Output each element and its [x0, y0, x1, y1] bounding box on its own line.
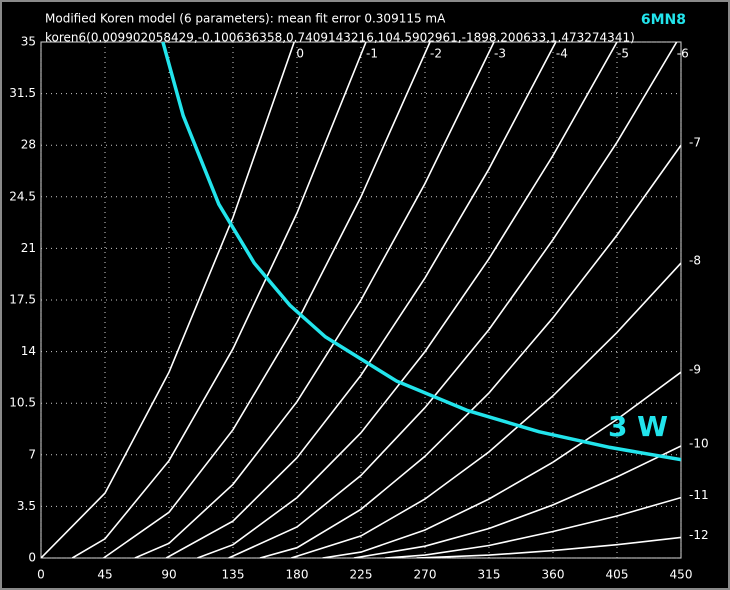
plate-curve [165, 42, 557, 558]
plate-curve [228, 42, 678, 558]
curve-label: -8 [689, 254, 701, 268]
curves [41, 42, 681, 558]
chart-subtitle: koren6(0.009902058429,-0.100636358,0.740… [45, 31, 635, 45]
labels: 0 3.5 7 10.5 14 17.5 21 24.5 28 31.5 35 0 45 90 135 180… [9, 35, 708, 582]
y-tick-label: 31.5 [9, 86, 36, 100]
curve-label: -7 [689, 136, 701, 150]
plate-curve [41, 42, 295, 558]
curve-label: -9 [689, 363, 701, 377]
x-tick-label: 0 [37, 568, 45, 582]
curve-label: 0 [296, 47, 304, 61]
curve-label: -11 [689, 488, 709, 502]
plate-curve [134, 42, 495, 558]
plate-curve [71, 42, 367, 558]
plate-curve [197, 42, 618, 558]
y-tick-label: 35 [21, 35, 36, 49]
y-tick-label: 7 [28, 447, 36, 461]
curve-label: -3 [494, 47, 506, 61]
x-tick-label: 405 [606, 568, 629, 582]
y-tick-label: 17.5 [9, 293, 36, 307]
chart-title: Modified Koren model (6 parameters): mea… [45, 12, 446, 26]
x-tick-label: 315 [478, 568, 501, 582]
y-tick-label: 21 [21, 241, 36, 255]
curve-label: -5 [617, 47, 629, 61]
plate-curve [103, 42, 431, 558]
x-tick-label: 270 [414, 568, 437, 582]
curve-label: -4 [556, 47, 568, 61]
plate-curve [291, 262, 681, 558]
power-curve [161, 42, 681, 462]
x-tick-label: 135 [222, 568, 245, 582]
tube-name: 6MN8 [641, 12, 686, 28]
x-tick-label: 360 [542, 568, 565, 582]
plate-curve [322, 371, 681, 558]
x-tick-label: 450 [670, 568, 693, 582]
x-tick-label: 90 [161, 568, 176, 582]
plate-curve [416, 536, 681, 558]
y-tick-label: 24.5 [9, 189, 36, 203]
curve-label: -10 [689, 436, 709, 450]
curve-label: -12 [689, 528, 709, 542]
y-tick-label: 3.5 [17, 499, 36, 513]
plate-curve [259, 144, 681, 558]
y-tick-label: 14 [21, 344, 36, 358]
curve-label: -2 [430, 47, 442, 61]
power-label: 3 W [608, 410, 668, 443]
y-tick-label: 0 [28, 551, 36, 565]
curve-label: -6 [677, 47, 689, 61]
x-tick-label: 225 [350, 568, 373, 582]
x-tick-label: 180 [286, 568, 309, 582]
y-tick-label: 28 [21, 138, 36, 152]
plate-curve [353, 445, 681, 558]
y-tick-label: 10.5 [9, 396, 36, 410]
x-tick-label: 45 [97, 568, 112, 582]
plate-curve [385, 496, 681, 558]
curve-label: -1 [366, 47, 378, 61]
